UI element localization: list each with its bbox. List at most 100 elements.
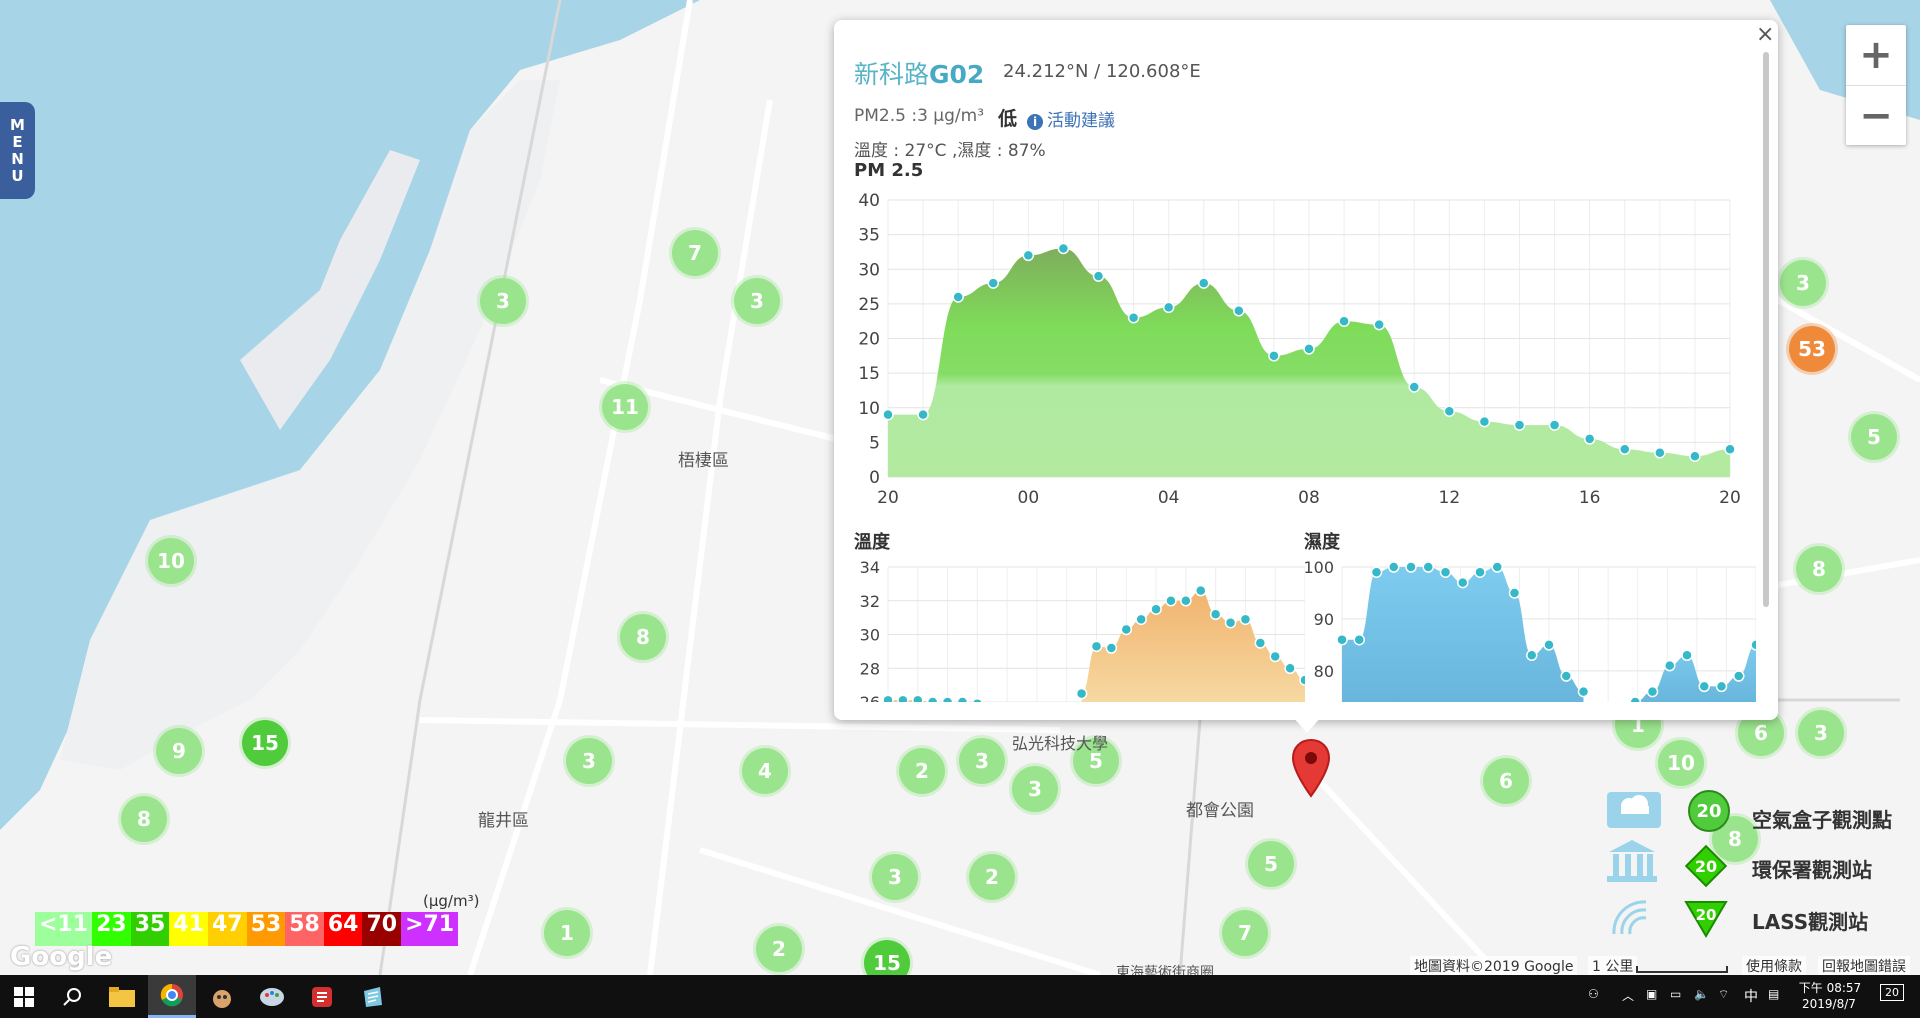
sensor-marker[interactable]: 3	[1780, 260, 1826, 306]
data-point[interactable]	[917, 408, 929, 421]
sensor-marker[interactable]: 10	[148, 538, 194, 584]
data-point[interactable]	[1022, 249, 1035, 262]
sensor-marker[interactable]: 6	[1483, 758, 1529, 804]
close-icon[interactable]: ×	[1756, 22, 1775, 47]
data-point[interactable]	[952, 291, 964, 303]
data-point[interactable]	[1443, 405, 1456, 417]
sensor-marker[interactable]: 5	[1248, 841, 1294, 887]
data-point[interactable]	[882, 694, 894, 702]
report-error-link[interactable]: 回報地圖錯誤	[1818, 956, 1910, 976]
data-point[interactable]	[912, 694, 924, 702]
data-point[interactable]	[1162, 301, 1175, 314]
data-point[interactable]	[1422, 561, 1434, 573]
chevron-up-icon[interactable]: ︿	[1622, 989, 1635, 1003]
data-point[interactable]	[1180, 595, 1192, 607]
data-point[interactable]	[1526, 649, 1538, 662]
volume-icon[interactable]: 🔈	[1694, 987, 1709, 1001]
sensor-marker[interactable]: 5	[1851, 414, 1897, 460]
data-point[interactable]	[1681, 649, 1693, 662]
data-point[interactable]	[1150, 603, 1162, 615]
tray-app-icon[interactable]: ▣	[1646, 987, 1658, 1001]
data-point[interactable]	[971, 697, 983, 702]
data-point[interactable]	[1198, 277, 1210, 289]
data-point[interactable]	[1269, 650, 1281, 663]
data-point[interactable]	[926, 696, 939, 702]
data-point[interactable]	[1165, 595, 1177, 607]
data-point[interactable]	[1577, 685, 1590, 698]
sensor-marker[interactable]: 3	[1012, 766, 1058, 812]
data-point[interactable]	[1750, 639, 1756, 651]
paint-icon[interactable]	[248, 975, 296, 1018]
sensor-marker[interactable]: 3	[872, 854, 918, 900]
clock-date[interactable]: 2019/8/7	[1802, 997, 1856, 1011]
data-point[interactable]	[1254, 637, 1267, 649]
data-point[interactable]	[1090, 640, 1103, 653]
data-point[interactable]	[1439, 566, 1452, 578]
data-point[interactable]	[987, 277, 999, 289]
app-icon[interactable]	[198, 975, 246, 1018]
data-point[interactable]	[1548, 419, 1561, 431]
data-point[interactable]	[1233, 305, 1245, 317]
data-point[interactable]	[1370, 566, 1383, 578]
data-point[interactable]	[1239, 613, 1252, 626]
location-pin-icon[interactable]	[1290, 738, 1332, 800]
data-point[interactable]	[1353, 633, 1365, 646]
data-point[interactable]	[1120, 623, 1133, 636]
sensor-marker[interactable]: 2	[756, 926, 802, 972]
data-point[interactable]	[1057, 242, 1070, 255]
data-point[interactable]	[1508, 587, 1521, 599]
sensor-marker[interactable]: 15	[242, 720, 288, 766]
data-point[interactable]	[1092, 270, 1105, 282]
data-point[interactable]	[1654, 447, 1666, 459]
data-point[interactable]	[1373, 318, 1385, 331]
sensor-marker[interactable]: 11	[602, 384, 648, 430]
sensor-marker[interactable]: 8	[1796, 546, 1842, 592]
file-explorer-icon[interactable]	[98, 975, 146, 1018]
data-point[interactable]	[1284, 662, 1296, 674]
sensor-marker[interactable]: 7	[1222, 910, 1268, 956]
data-point[interactable]	[1408, 381, 1420, 393]
data-point[interactable]	[1105, 642, 1118, 654]
sensor-marker[interactable]: 2	[899, 748, 945, 794]
notepad-icon[interactable]	[348, 975, 396, 1018]
data-point[interactable]	[1478, 415, 1491, 428]
sensor-marker[interactable]: 53	[1789, 326, 1835, 372]
data-point[interactable]	[1457, 576, 1469, 589]
zoom-out-button[interactable]: −	[1859, 93, 1893, 139]
people-icon[interactable]: ⚇	[1588, 987, 1599, 1001]
data-point[interactable]	[1209, 608, 1222, 620]
zoom-in-button[interactable]: +	[1859, 32, 1893, 78]
data-point[interactable]	[1075, 687, 1088, 700]
search-icon[interactable]	[48, 975, 96, 1018]
wifi-icon[interactable]: ⌔	[1718, 987, 1730, 1001]
map-scale[interactable]: 1 公里	[1588, 956, 1638, 976]
data-point[interactable]	[882, 408, 894, 421]
clock-time[interactable]: 下午 08:57	[1798, 981, 1862, 995]
battery-icon[interactable]: ▭	[1670, 987, 1682, 1001]
sensor-marker[interactable]: 4	[742, 748, 788, 794]
data-point[interactable]	[1135, 613, 1147, 626]
data-point[interactable]	[1299, 674, 1305, 686]
data-point[interactable]	[1303, 343, 1315, 355]
data-point[interactable]	[1491, 561, 1503, 573]
data-point[interactable]	[1224, 616, 1237, 629]
data-point[interactable]	[1664, 659, 1676, 672]
sensor-marker[interactable]: 5	[1073, 738, 1119, 784]
data-point[interactable]	[1543, 639, 1555, 651]
data-point[interactable]	[1646, 685, 1659, 698]
sensor-marker[interactable]: 3	[480, 278, 526, 324]
sensor-marker[interactable]: 8	[620, 614, 666, 660]
sensor-marker[interactable]: 3	[566, 738, 612, 784]
menu-button[interactable]: M E N U	[0, 102, 35, 199]
data-point[interactable]	[897, 694, 909, 702]
data-point[interactable]	[956, 696, 969, 702]
sensor-marker[interactable]: 3	[734, 278, 780, 324]
sensor-marker[interactable]: 2	[969, 854, 1015, 900]
data-point[interactable]	[1127, 311, 1140, 324]
notification-icon[interactable]: 20	[1880, 984, 1904, 1001]
data-point[interactable]	[1338, 315, 1350, 327]
sensor-marker[interactable]: 9	[156, 728, 202, 774]
data-point[interactable]	[941, 696, 954, 702]
sensor-marker[interactable]: 8	[1712, 816, 1758, 862]
sensor-marker[interactable]: 15	[864, 940, 910, 975]
